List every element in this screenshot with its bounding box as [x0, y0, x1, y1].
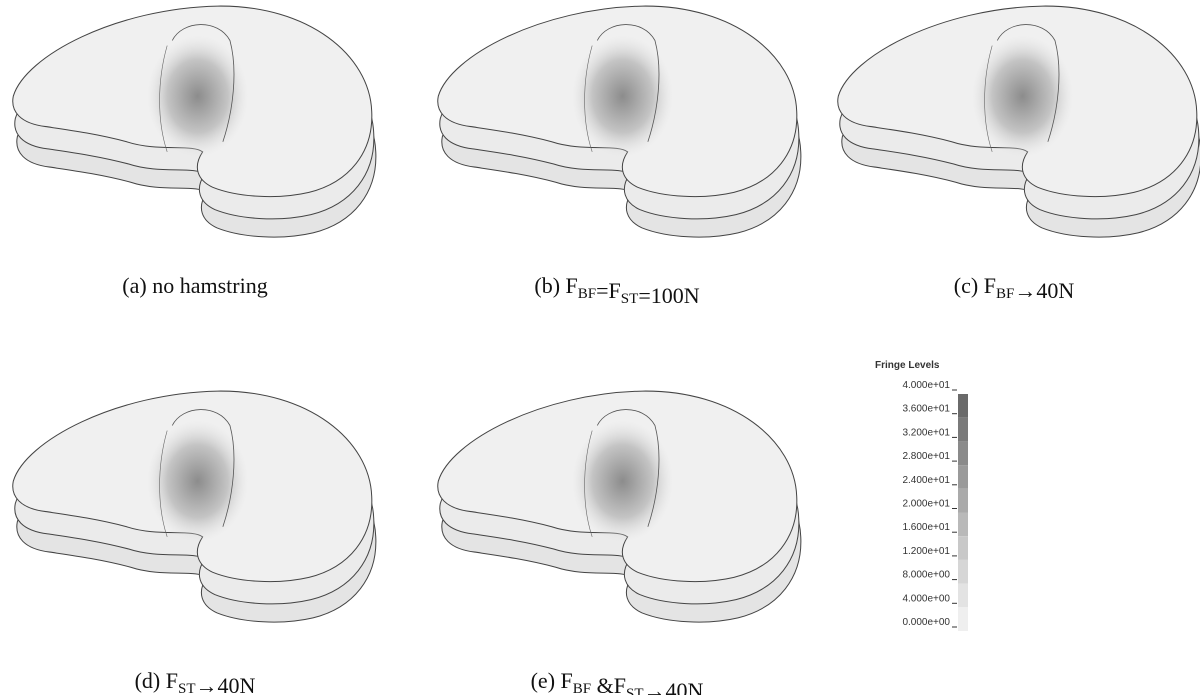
legend-title: Fringe Levels — [875, 360, 940, 371]
caption-subscript: BF — [578, 286, 596, 302]
caption-text: =F — [596, 278, 621, 303]
legend-swatch — [958, 536, 968, 560]
caption: (e) FBF &FST→40N — [531, 668, 704, 695]
caption: (c) FBF→40N — [954, 273, 1075, 303]
implant-render — [837, 5, 1200, 238]
caption-text: →40N — [196, 673, 256, 695]
legend-label: 2.400e+01 — [902, 475, 950, 486]
caption-text: (c) F — [954, 273, 996, 298]
implant-render — [437, 390, 802, 623]
caption-subscript: BF — [573, 681, 591, 695]
caption-subscript: ST — [621, 291, 639, 307]
implant-render — [437, 5, 802, 238]
caption-subscript: ST — [178, 681, 196, 695]
caption: (b) FBF=FST=100N — [534, 273, 699, 308]
legend-swatch — [958, 512, 968, 537]
legend-swatch — [958, 607, 968, 631]
legend-label: 3.600e+01 — [902, 404, 950, 415]
legend-label: 2.800e+01 — [902, 451, 950, 462]
caption-text: (b) F — [534, 273, 577, 298]
legend-label: 4.000e+00 — [902, 593, 950, 604]
caption-text: →40N — [644, 678, 704, 695]
legend-swatch — [958, 465, 968, 489]
implant-renders — [12, 5, 1200, 623]
caption-subscript: BF — [996, 286, 1014, 302]
caption-subscript: ST — [626, 686, 644, 695]
caption-text: (e) F — [531, 668, 573, 693]
legend-swatch — [958, 394, 968, 418]
legend-label: 4.000e+01 — [902, 380, 950, 391]
legend-swatch — [958, 488, 968, 513]
legend-label: 2.000e+01 — [902, 499, 950, 510]
legend-swatch — [958, 559, 968, 584]
caption-text: &F — [591, 673, 626, 695]
legend-label: 1.600e+01 — [902, 522, 950, 533]
legend-swatch — [958, 441, 968, 466]
implant-render — [12, 5, 377, 238]
caption: (d) FST→40N — [135, 668, 256, 695]
caption-text: (d) F — [135, 668, 178, 693]
legend-label: 8.000e+00 — [902, 570, 950, 581]
legend-swatch — [958, 417, 968, 442]
caption-text: =100N — [638, 283, 699, 308]
legend-swatch — [958, 583, 968, 608]
caption-text: →40N — [1014, 278, 1074, 303]
legend-label: 0.000e+00 — [902, 617, 950, 628]
legend-label: 3.200e+01 — [902, 427, 950, 438]
caption-text: (a) no hamstring — [122, 273, 267, 298]
implant-render — [12, 390, 377, 623]
caption: (a) no hamstring — [122, 273, 267, 298]
legend-label: 1.200e+01 — [902, 546, 950, 557]
